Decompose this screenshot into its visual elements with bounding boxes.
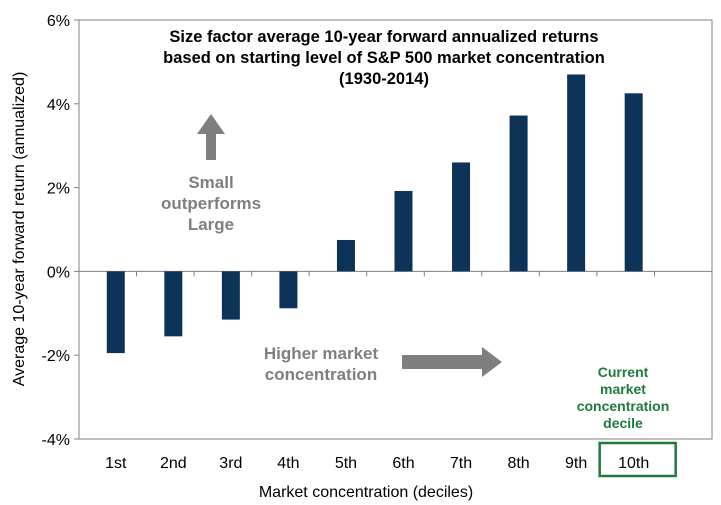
bars	[106, 74, 643, 354]
up-arrow-icon	[197, 114, 225, 160]
bar-3rd	[221, 271, 240, 320]
y-axis-label: Average 10-year forward return (annualiz…	[11, 72, 28, 387]
right-arrow-icon	[402, 347, 502, 377]
chart-title-line: based on starting level of S&P 500 marke…	[163, 49, 605, 67]
upper-annotation-line: Large	[188, 215, 234, 234]
bar-6th	[394, 190, 413, 272]
upper-annotation-line: outperforms	[161, 194, 261, 213]
x-tick-label: 8th	[507, 455, 529, 472]
y-tick-label: 2%	[47, 181, 70, 198]
x-tick-label: 1st	[105, 455, 127, 472]
x-tick-label: 3rd	[219, 455, 242, 472]
bar-2nd	[164, 271, 183, 337]
current-decile-highlight	[598, 441, 677, 478]
bar-10th	[624, 93, 643, 272]
lower-annotation-line: concentration	[265, 365, 377, 384]
x-tick-label: 4th	[277, 455, 299, 472]
chart-title-group: Size factor average 10-year forward annu…	[163, 28, 605, 88]
y-tick-label: -4%	[42, 432, 70, 449]
upper-annotation-line: Small	[188, 173, 233, 192]
y-tick-label: 6%	[47, 13, 70, 30]
y-tick-label: -2%	[42, 348, 70, 365]
x-tick-label: 5th	[335, 455, 357, 472]
bar-9th	[567, 74, 586, 272]
x-tick-label: 2nd	[160, 455, 187, 472]
x-tick-label: 9th	[565, 455, 587, 472]
y-tick-label: 0%	[47, 264, 70, 281]
chart-title-line: (1930-2014)	[339, 70, 429, 88]
annotations: Small outperforms Large Higher market concen…	[161, 114, 669, 431]
x-axis-label: Market concentration (deciles)	[259, 484, 473, 501]
current-decile-annotation-line: decile	[603, 415, 643, 431]
current-decile-annotation-line: market	[600, 381, 646, 397]
y-tick-label: 4%	[47, 97, 70, 114]
bar-1st	[106, 271, 125, 354]
bar-7th	[452, 162, 471, 272]
current-decile-annotation-line: Current	[598, 364, 649, 380]
x-tick-label: 10th	[618, 455, 649, 472]
bar-5th	[336, 239, 355, 272]
y-axis-ticks: 6% 4% 2% 0% -2% -4%	[42, 13, 79, 449]
x-axis-ticks: 1st 2nd 3rd 4th 5th 6th 7th 8th 9th 10th	[105, 441, 677, 478]
current-decile-annotation-line: concentration	[577, 398, 670, 414]
bar-8th	[509, 115, 528, 272]
bar-4th	[279, 271, 298, 309]
chart-title-line: Size factor average 10-year forward annu…	[169, 28, 598, 46]
plot-border	[78, 19, 713, 440]
x-tick-label: 7th	[450, 455, 472, 472]
lower-annotation-line: Higher market	[264, 344, 379, 363]
x-tick-label: 6th	[392, 455, 414, 472]
